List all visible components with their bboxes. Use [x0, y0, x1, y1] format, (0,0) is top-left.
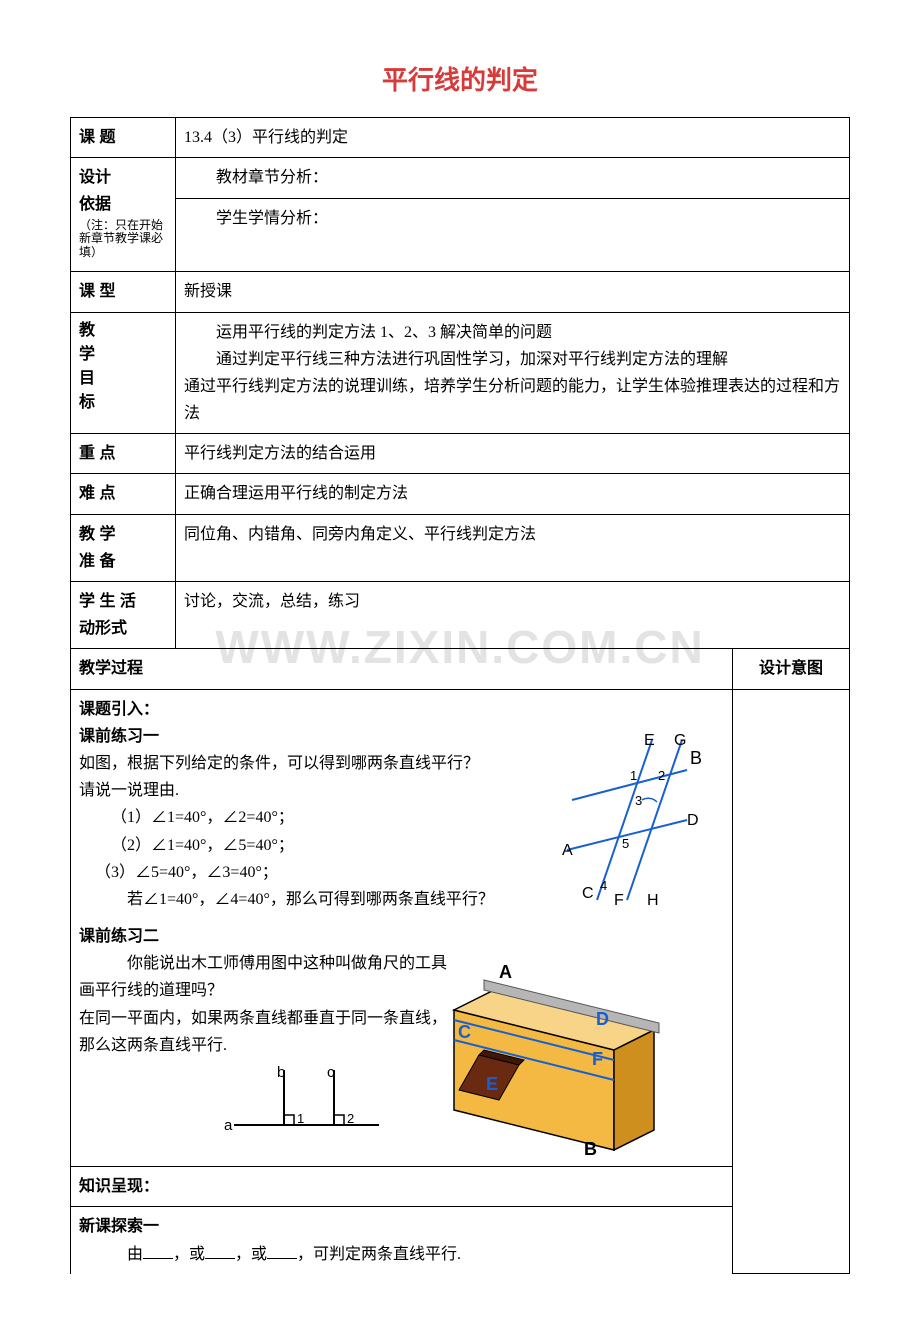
value-activity: 讨论，交流，总结，练习 [176, 582, 850, 649]
blank-3 [267, 1242, 297, 1259]
heading-explore1: 新课探索一 [79, 1213, 724, 1240]
value-key: 平行线判定方法的结合运用 [176, 434, 850, 474]
lbl-4: 4 [600, 878, 607, 893]
label-topic: 课 题 [71, 118, 176, 158]
label-key: 重 点 [71, 434, 176, 474]
label-difficulty: 难 点 [71, 474, 176, 514]
lbl-C: C [582, 885, 594, 902]
lbl-D: D [687, 812, 699, 829]
value-difficulty: 正确合理运用平行线的制定方法 [176, 474, 850, 514]
heading-present: 知识呈现： [79, 1178, 159, 1195]
label-activity: 学 生 活 动形式 [71, 582, 176, 649]
heading-intro: 课题引入： [79, 696, 724, 723]
label-design-note: （注：只在开始新章节教学课必填） [79, 219, 167, 260]
w-lbl-E: E [486, 1074, 498, 1094]
w-lbl-A: A [499, 962, 512, 982]
value-topic: 13.4（3）平行线的判定 [176, 118, 850, 158]
goal-line-2: 通过判定平行线三种方法进行巩固性学习，加深对平行线判定方法的理解 [184, 346, 841, 373]
label-goal: 教 学 目 标 [71, 312, 176, 434]
lbl-3: 3 [635, 793, 642, 808]
label-design: 设计 依据 （注：只在开始新章节教学课必填） [71, 158, 176, 272]
lbl-G: G [674, 732, 686, 749]
ex1-a: 由 [127, 1246, 143, 1263]
cell-intro: 课题引入： 课前练习一 如图，根据下列给定的条件，可以得到哪两条直线平行？ 请说… [71, 689, 733, 1167]
text-student-analysis: 学生学情分析： [184, 205, 841, 232]
p-lbl-1: 1 [297, 1111, 304, 1126]
ex1-b: ，或 [173, 1246, 205, 1263]
text-chapter-analysis: 教材章节分析： [184, 164, 841, 191]
lbl-2: 2 [658, 768, 665, 783]
label-prep: 教 学 准 备 [71, 514, 176, 581]
heading-pre2: 课前练习二 [79, 923, 724, 950]
lbl-5: 5 [622, 836, 629, 851]
value-design-1: 教材章节分析： [176, 158, 850, 199]
lesson-plan-table: 课 题 13.4（3）平行线的判定 设计 依据 （注：只在开始新章节教学课必填）… [70, 117, 850, 1274]
ex1-c: ，或 [235, 1246, 267, 1263]
lbl-E: E [644, 732, 655, 749]
value-prep: 同位角、内错角、同旁内角定义、平行线判定方法 [176, 514, 850, 581]
explore1-sentence: 由 ，或 ，或 ，可判定两条直线平行. [79, 1241, 724, 1268]
p-lbl-b: b [277, 1065, 285, 1081]
w-lbl-F: F [592, 1049, 603, 1069]
label-design-main: 设计 依据 [79, 169, 111, 213]
value-goal: 运用平行线的判定方法 1、2、3 解决简单的问题 通过判定平行线三种方法进行巩固… [176, 312, 850, 434]
ex1-d: ，可判定两条直线平行. [297, 1246, 461, 1263]
lbl-1: 1 [630, 768, 637, 783]
lbl-H: H [647, 892, 659, 909]
lbl-B: B [690, 748, 702, 768]
w-lbl-C: C [458, 1022, 471, 1042]
goal-line-1: 运用平行线的判定方法 1、2、3 解决简单的问题 [184, 319, 841, 346]
cell-present-h: 知识呈现： [71, 1167, 733, 1207]
value-type: 新授课 [176, 272, 850, 312]
p-lbl-c: c [327, 1065, 335, 1081]
blank-2 [205, 1242, 235, 1259]
figure-angles: E G B D A C F H 1 2 3 5 4 [542, 730, 702, 910]
lbl-A: A [562, 842, 573, 859]
blank-1 [143, 1242, 173, 1259]
label-intent: 设计意图 [733, 649, 850, 689]
label-process: 教学过程 [71, 649, 733, 689]
p-lbl-2: 2 [347, 1111, 354, 1126]
cell-explore: 新课探索一 由 ，或 ，或 ，可判定两条直线平行. [71, 1207, 733, 1274]
page-title: 平行线的判定 [70, 60, 850, 97]
lbl-F: F [614, 892, 624, 909]
label-type: 课 型 [71, 272, 176, 312]
p-lbl-a: a [224, 1117, 233, 1134]
cell-intent-blank [733, 689, 850, 1274]
value-design-2: 学生学情分析： [176, 199, 850, 272]
w-lbl-B: B [584, 1139, 597, 1159]
figure-perpendicular: a b c 1 2 [219, 1065, 389, 1145]
w-lbl-D: D [596, 1009, 609, 1029]
figure-woodwork: A B C D E F [424, 960, 664, 1160]
goal-line-3: 通过平行线判定方法的说理训练，培养学生分析问题的能力，让学生体验推理表达的过程和… [184, 373, 841, 427]
